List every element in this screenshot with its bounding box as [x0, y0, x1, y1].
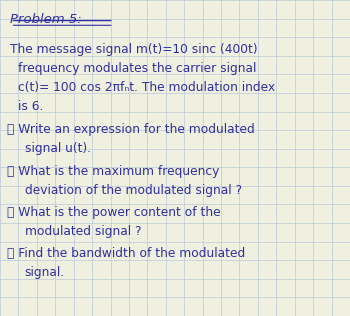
- Text: ⓓ Find the bandwidth of the modulated: ⓓ Find the bandwidth of the modulated: [7, 247, 245, 260]
- Text: The message signal m(t)=10 sinc (400t): The message signal m(t)=10 sinc (400t): [10, 43, 258, 56]
- Text: c(t)= 100 cos 2πfₙt. The modulation index: c(t)= 100 cos 2πfₙt. The modulation inde…: [18, 81, 275, 94]
- Text: Problem 5:: Problem 5:: [10, 13, 82, 26]
- Text: ⓐ Write an expression for the modulated: ⓐ Write an expression for the modulated: [7, 123, 255, 136]
- Text: signal u(t).: signal u(t).: [25, 142, 91, 155]
- Text: modulated signal ?: modulated signal ?: [25, 225, 141, 238]
- Text: ⓒ What is the power content of the: ⓒ What is the power content of the: [7, 206, 220, 219]
- Text: deviation of the modulated signal ?: deviation of the modulated signal ?: [25, 184, 241, 197]
- Text: is 6.: is 6.: [18, 100, 43, 112]
- Text: signal.: signal.: [25, 266, 65, 279]
- Text: ⓑ What is the maximum frequency: ⓑ What is the maximum frequency: [7, 165, 219, 178]
- Text: frequency modulates the carrier signal: frequency modulates the carrier signal: [18, 62, 256, 75]
